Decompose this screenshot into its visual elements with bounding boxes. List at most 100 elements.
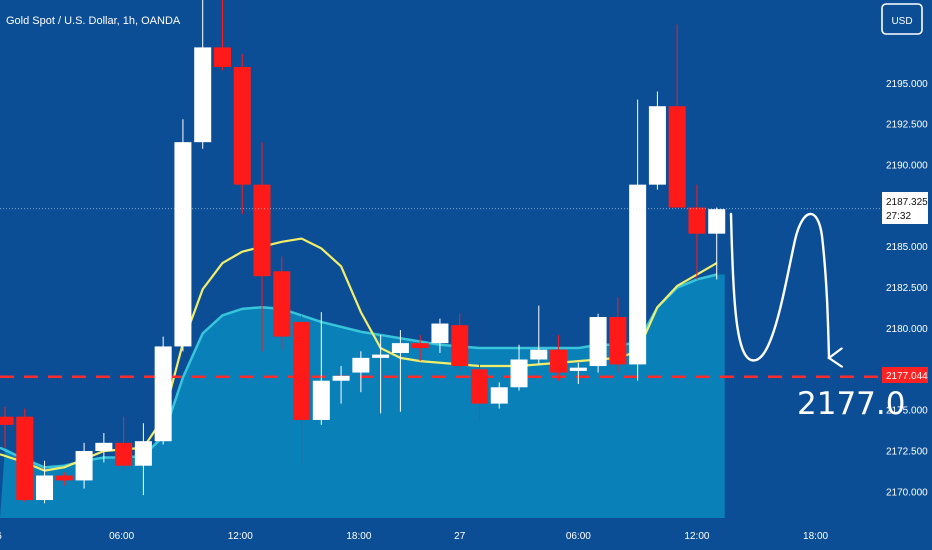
x-tick-label: 12:00: [684, 531, 709, 542]
candle[interactable]: [75, 442, 93, 489]
candle-body: [115, 442, 133, 466]
y-tick-label: 2192.500: [886, 120, 928, 131]
candle[interactable]: [115, 416, 133, 469]
currency-button-label: USD: [891, 16, 912, 27]
x-tick-label: 06:00: [566, 531, 591, 542]
candle-body: [648, 106, 666, 185]
candle-body: [470, 369, 488, 404]
candle-body: [332, 375, 350, 381]
candle-body: [391, 343, 409, 353]
candle[interactable]: [530, 305, 548, 365]
candle[interactable]: [273, 256, 291, 350]
projection-layer: [729, 212, 829, 360]
candle-body: [134, 441, 152, 466]
candle-body: [75, 451, 93, 481]
candle-body: [451, 325, 469, 367]
candle[interactable]: [569, 362, 587, 385]
candle-body: [629, 184, 647, 365]
candle[interactable]: [629, 99, 647, 381]
candle[interactable]: [451, 313, 469, 371]
candle[interactable]: [470, 361, 488, 420]
candle[interactable]: [332, 366, 350, 404]
y-tick-label: 2180.000: [886, 324, 928, 335]
candle[interactable]: [648, 91, 666, 190]
y-tick-label: 2182.500: [886, 283, 928, 294]
candle[interactable]: [55, 472, 73, 486]
x-tick-label: 27: [454, 531, 466, 542]
candle-body: [55, 475, 73, 481]
candle[interactable]: [708, 207, 726, 280]
candle[interactable]: [95, 433, 113, 463]
candle[interactable]: [550, 334, 568, 381]
candle-body: [273, 271, 291, 337]
candle[interactable]: [609, 297, 627, 373]
candle[interactable]: [312, 312, 330, 425]
candle[interactable]: [0, 406, 14, 448]
y-tick-label: 2195.000: [886, 79, 928, 90]
candle-body: [174, 142, 192, 347]
candle-body: [530, 349, 548, 360]
candle[interactable]: [372, 334, 390, 414]
level-badge-value: 2177.044: [886, 371, 928, 382]
candle[interactable]: [668, 24, 686, 208]
candle[interactable]: [510, 344, 528, 391]
candle[interactable]: [589, 313, 607, 373]
candle-body: [431, 323, 449, 344]
y-tick-label: 2170.000: [886, 487, 928, 498]
candle-body: [668, 106, 686, 208]
candle[interactable]: [391, 330, 409, 412]
candle-body: [36, 475, 54, 501]
candle[interactable]: [174, 119, 192, 352]
y-tick-label: 2175.000: [886, 406, 928, 417]
candle[interactable]: [213, 0, 231, 71]
x-tick-label: 12:00: [228, 531, 253, 542]
candle-body: [569, 367, 587, 371]
candle[interactable]: [431, 318, 449, 353]
candle-body: [154, 346, 172, 442]
candle[interactable]: [233, 53, 251, 215]
candle-body: [233, 66, 251, 185]
chart-title: Gold Spot / U.S. Dollar, 1h, OANDA: [6, 15, 181, 27]
candle-body: [352, 357, 370, 373]
candle-body: [194, 47, 212, 143]
candle-body: [16, 416, 34, 501]
candle[interactable]: [352, 351, 370, 393]
candle-body: [411, 343, 429, 349]
area-fill: [0, 274, 725, 518]
x-tick-label: 18:00: [803, 531, 828, 542]
candle[interactable]: [688, 184, 706, 280]
candle-body: [688, 207, 706, 234]
candle[interactable]: [36, 460, 54, 504]
candle-body: [708, 209, 726, 234]
candle-body: [95, 442, 113, 452]
x-tick-label: 18:00: [346, 531, 371, 542]
candle[interactable]: [134, 423, 152, 496]
projection-price-label: 2177.0: [797, 386, 905, 422]
x-tick-label: 6: [0, 531, 2, 542]
candle[interactable]: [490, 382, 508, 409]
candle[interactable]: [411, 334, 429, 362]
candle[interactable]: [154, 336, 172, 445]
candle-body: [372, 354, 390, 358]
candle[interactable]: [253, 142, 271, 352]
candle-body: [510, 359, 528, 388]
level-badge: 2177.044: [882, 367, 928, 383]
currency-button[interactable]: USD: [881, 3, 923, 35]
candle-body: [312, 380, 330, 420]
candle[interactable]: [293, 315, 311, 465]
candle-body: [609, 317, 627, 365]
x-tick-label: 06:00: [109, 531, 134, 542]
candle-body: [550, 349, 568, 373]
y-tick-label: 2190.000: [886, 161, 928, 172]
current-price-badge: 2187.325 27:32: [882, 192, 928, 224]
candles-layer: [0, 0, 726, 504]
y-tick-label: 2172.500: [886, 447, 928, 458]
candle-body: [213, 47, 231, 67]
candle[interactable]: [194, 0, 212, 149]
countdown-timer: 27:32: [886, 211, 911, 222]
candle[interactable]: [16, 408, 34, 502]
candle-body: [253, 184, 271, 277]
candle-body: [490, 387, 508, 404]
